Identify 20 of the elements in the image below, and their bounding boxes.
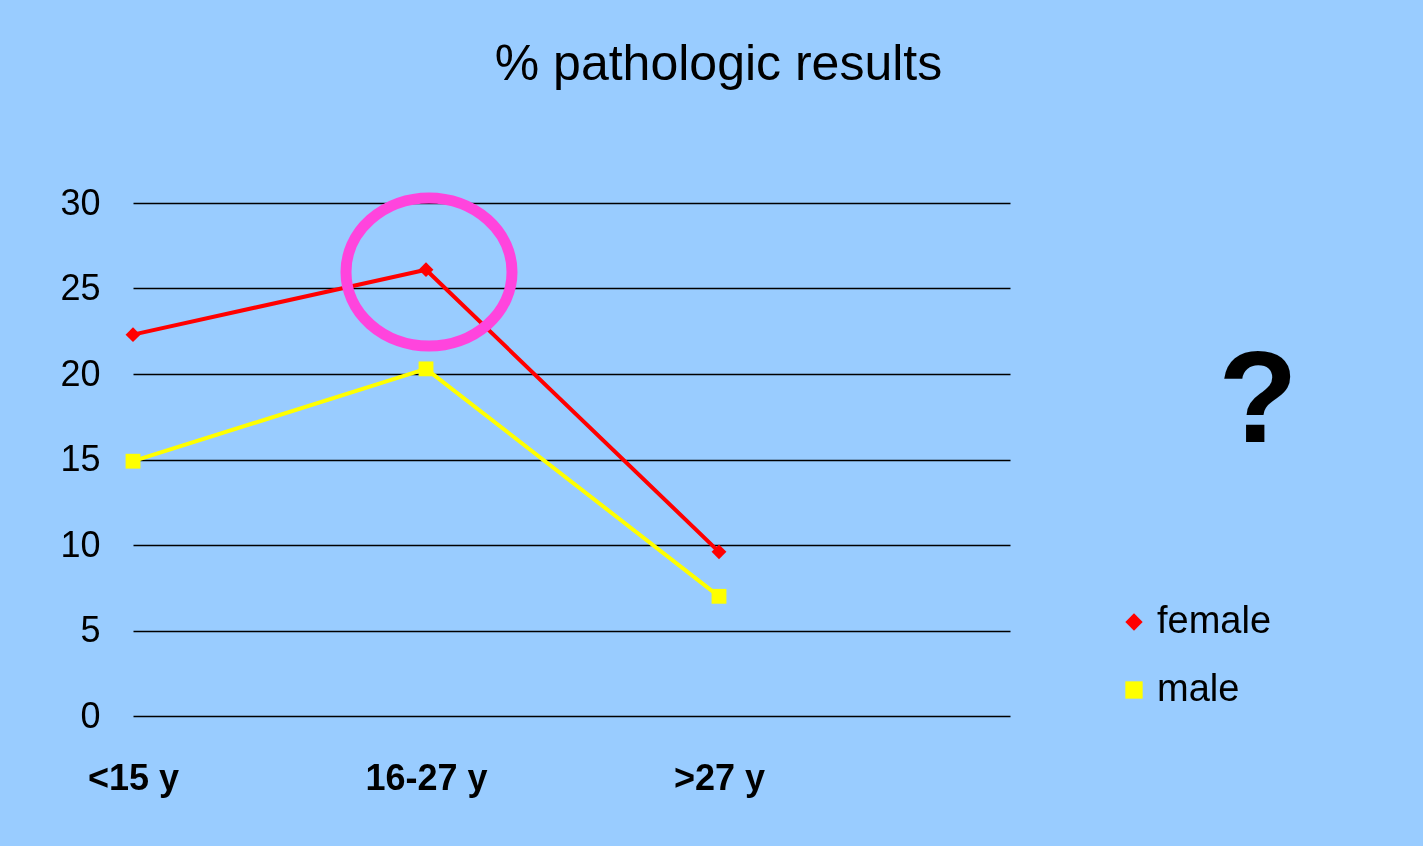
y-tick-label: 0 — [80, 694, 101, 736]
legend-label: female — [1157, 599, 1272, 641]
point — [418, 361, 434, 377]
x-tick-label: 16-27 y — [365, 756, 488, 798]
point — [125, 327, 141, 343]
x-tick-label: >27 y — [673, 756, 766, 798]
y-tick-label: 15 — [60, 438, 101, 479]
y-tick-label: 30 — [60, 181, 101, 223]
x-tick-label: <15 y — [87, 756, 180, 798]
point — [711, 544, 727, 560]
point — [418, 262, 434, 278]
y-tick-label: 5 — [80, 609, 101, 650]
y-tick-label: 10 — [60, 523, 101, 565]
point — [711, 588, 727, 604]
y-tick-label: 20 — [60, 352, 101, 394]
text: ? — [1218, 324, 1298, 470]
legend-label: male — [1157, 667, 1240, 709]
point — [125, 453, 141, 469]
y-tick-label: 25 — [60, 267, 101, 308]
chart-title: % pathologic results — [494, 35, 943, 91]
